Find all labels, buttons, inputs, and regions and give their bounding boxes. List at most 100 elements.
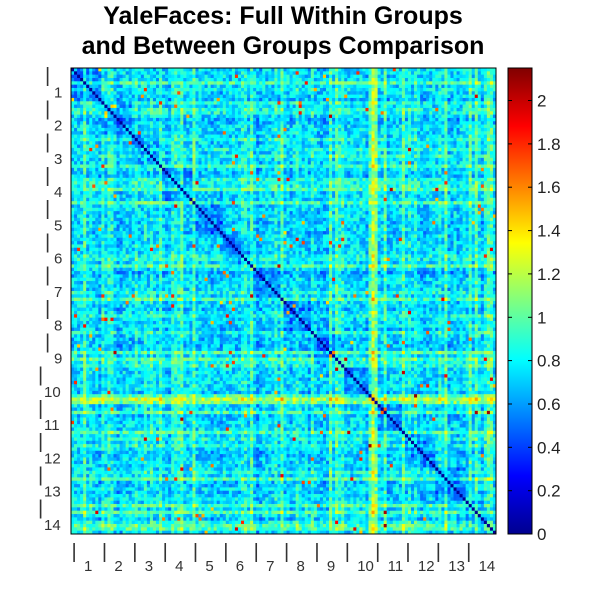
heatmap-cell — [232, 171, 235, 175]
heatmap-cell — [454, 118, 457, 122]
heatmap-cell — [92, 95, 95, 99]
heatmap-cell — [229, 95, 232, 99]
heatmap-cell — [141, 91, 144, 95]
heatmap-cell — [347, 125, 350, 129]
heatmap-cell — [478, 85, 481, 89]
heatmap-cell — [338, 118, 341, 122]
heatmap-cell — [80, 105, 83, 109]
heatmap-cell — [365, 125, 368, 129]
heatmap-cell — [399, 68, 402, 72]
heatmap-cell — [232, 81, 235, 85]
heatmap-cell — [314, 101, 317, 105]
heatmap-cell — [405, 165, 408, 169]
heatmap-cell — [265, 135, 268, 139]
heatmap-cell — [402, 78, 405, 82]
heatmap-cell — [174, 111, 177, 115]
heatmap-cell — [280, 171, 283, 175]
heatmap-cell — [302, 165, 305, 169]
heatmap-cell — [463, 158, 466, 162]
heatmap-cell — [369, 95, 372, 99]
heatmap-cell — [387, 118, 390, 122]
heatmap-cell — [150, 158, 153, 162]
heatmap-cell — [450, 105, 453, 109]
heatmap-cell — [86, 111, 89, 115]
heatmap-cell — [138, 178, 141, 182]
heatmap-cell — [186, 131, 189, 135]
heatmap-cell — [229, 101, 232, 105]
heatmap-cell — [432, 155, 435, 159]
heatmap-cell — [475, 171, 478, 175]
heatmap-cell — [308, 131, 311, 135]
heatmap-cell — [444, 155, 447, 159]
heatmap-cell — [141, 121, 144, 125]
heatmap-cell — [326, 151, 329, 155]
heatmap-cell — [393, 101, 396, 105]
heatmap-cell — [365, 131, 368, 135]
heatmap-cell — [262, 108, 265, 112]
heatmap-cell — [296, 148, 299, 152]
heatmap-cell — [202, 178, 205, 182]
heatmap-cell — [405, 155, 408, 159]
heatmap-cell — [411, 91, 414, 95]
heatmap-cell — [390, 115, 393, 119]
heatmap-cell — [211, 111, 214, 115]
heatmap-cell — [144, 181, 147, 185]
heatmap-cell — [202, 71, 205, 75]
heatmap-cell — [107, 78, 110, 82]
heatmap-cell — [95, 168, 98, 172]
heatmap-cell — [174, 171, 177, 175]
heatmap-cell — [490, 155, 493, 159]
heatmap-cell — [329, 168, 332, 172]
heatmap-cell — [214, 101, 217, 105]
heatmap-cell — [341, 81, 344, 85]
heatmap-cell — [438, 151, 441, 155]
heatmap-cell — [104, 155, 107, 159]
heatmap-cell — [186, 101, 189, 105]
heatmap-cell — [256, 78, 259, 82]
heatmap-cell — [168, 138, 171, 142]
heatmap-cell — [114, 168, 117, 172]
heatmap-cell — [481, 151, 484, 155]
heatmap-cell — [460, 128, 463, 132]
heatmap-cell — [402, 81, 405, 85]
heatmap-cell — [484, 168, 487, 172]
heatmap-cell — [211, 161, 214, 165]
heatmap-cell — [253, 185, 256, 189]
heatmap-cell — [205, 71, 208, 75]
heatmap-cell — [438, 85, 441, 89]
heatmap-cell — [344, 178, 347, 182]
heatmap-cell — [280, 101, 283, 105]
heatmap-cell — [80, 148, 83, 152]
heatmap-cell — [71, 75, 74, 79]
heatmap-cell — [344, 171, 347, 175]
heatmap-cell — [429, 68, 432, 72]
heatmap-cell — [223, 135, 226, 139]
heatmap-cell — [444, 95, 447, 99]
heatmap-cell — [314, 161, 317, 165]
heatmap-cell — [126, 151, 129, 155]
heatmap-cell — [274, 101, 277, 105]
heatmap-cell — [393, 88, 396, 92]
heatmap-cell — [438, 68, 441, 72]
heatmap-cell — [165, 128, 168, 132]
heatmap-cell — [180, 125, 183, 129]
heatmap-cell — [341, 181, 344, 185]
heatmap-cell — [481, 128, 484, 132]
heatmap-cell — [341, 85, 344, 89]
heatmap-cell — [83, 101, 86, 105]
heatmap-cell — [147, 151, 150, 155]
heatmap-cell — [135, 168, 138, 172]
heatmap-cell — [250, 128, 253, 132]
heatmap-cell — [450, 181, 453, 185]
heatmap-cell — [98, 141, 101, 145]
heatmap-cell — [114, 85, 117, 89]
heatmap-cell — [435, 71, 438, 75]
heatmap-cell — [393, 171, 396, 175]
heatmap-cell — [74, 81, 77, 85]
heatmap-cell — [447, 161, 450, 165]
heatmap-cell — [71, 85, 74, 89]
heatmap-cell — [356, 151, 359, 155]
heatmap-cell — [450, 98, 453, 102]
heatmap-cell — [211, 71, 214, 75]
heatmap-cell — [426, 95, 429, 99]
